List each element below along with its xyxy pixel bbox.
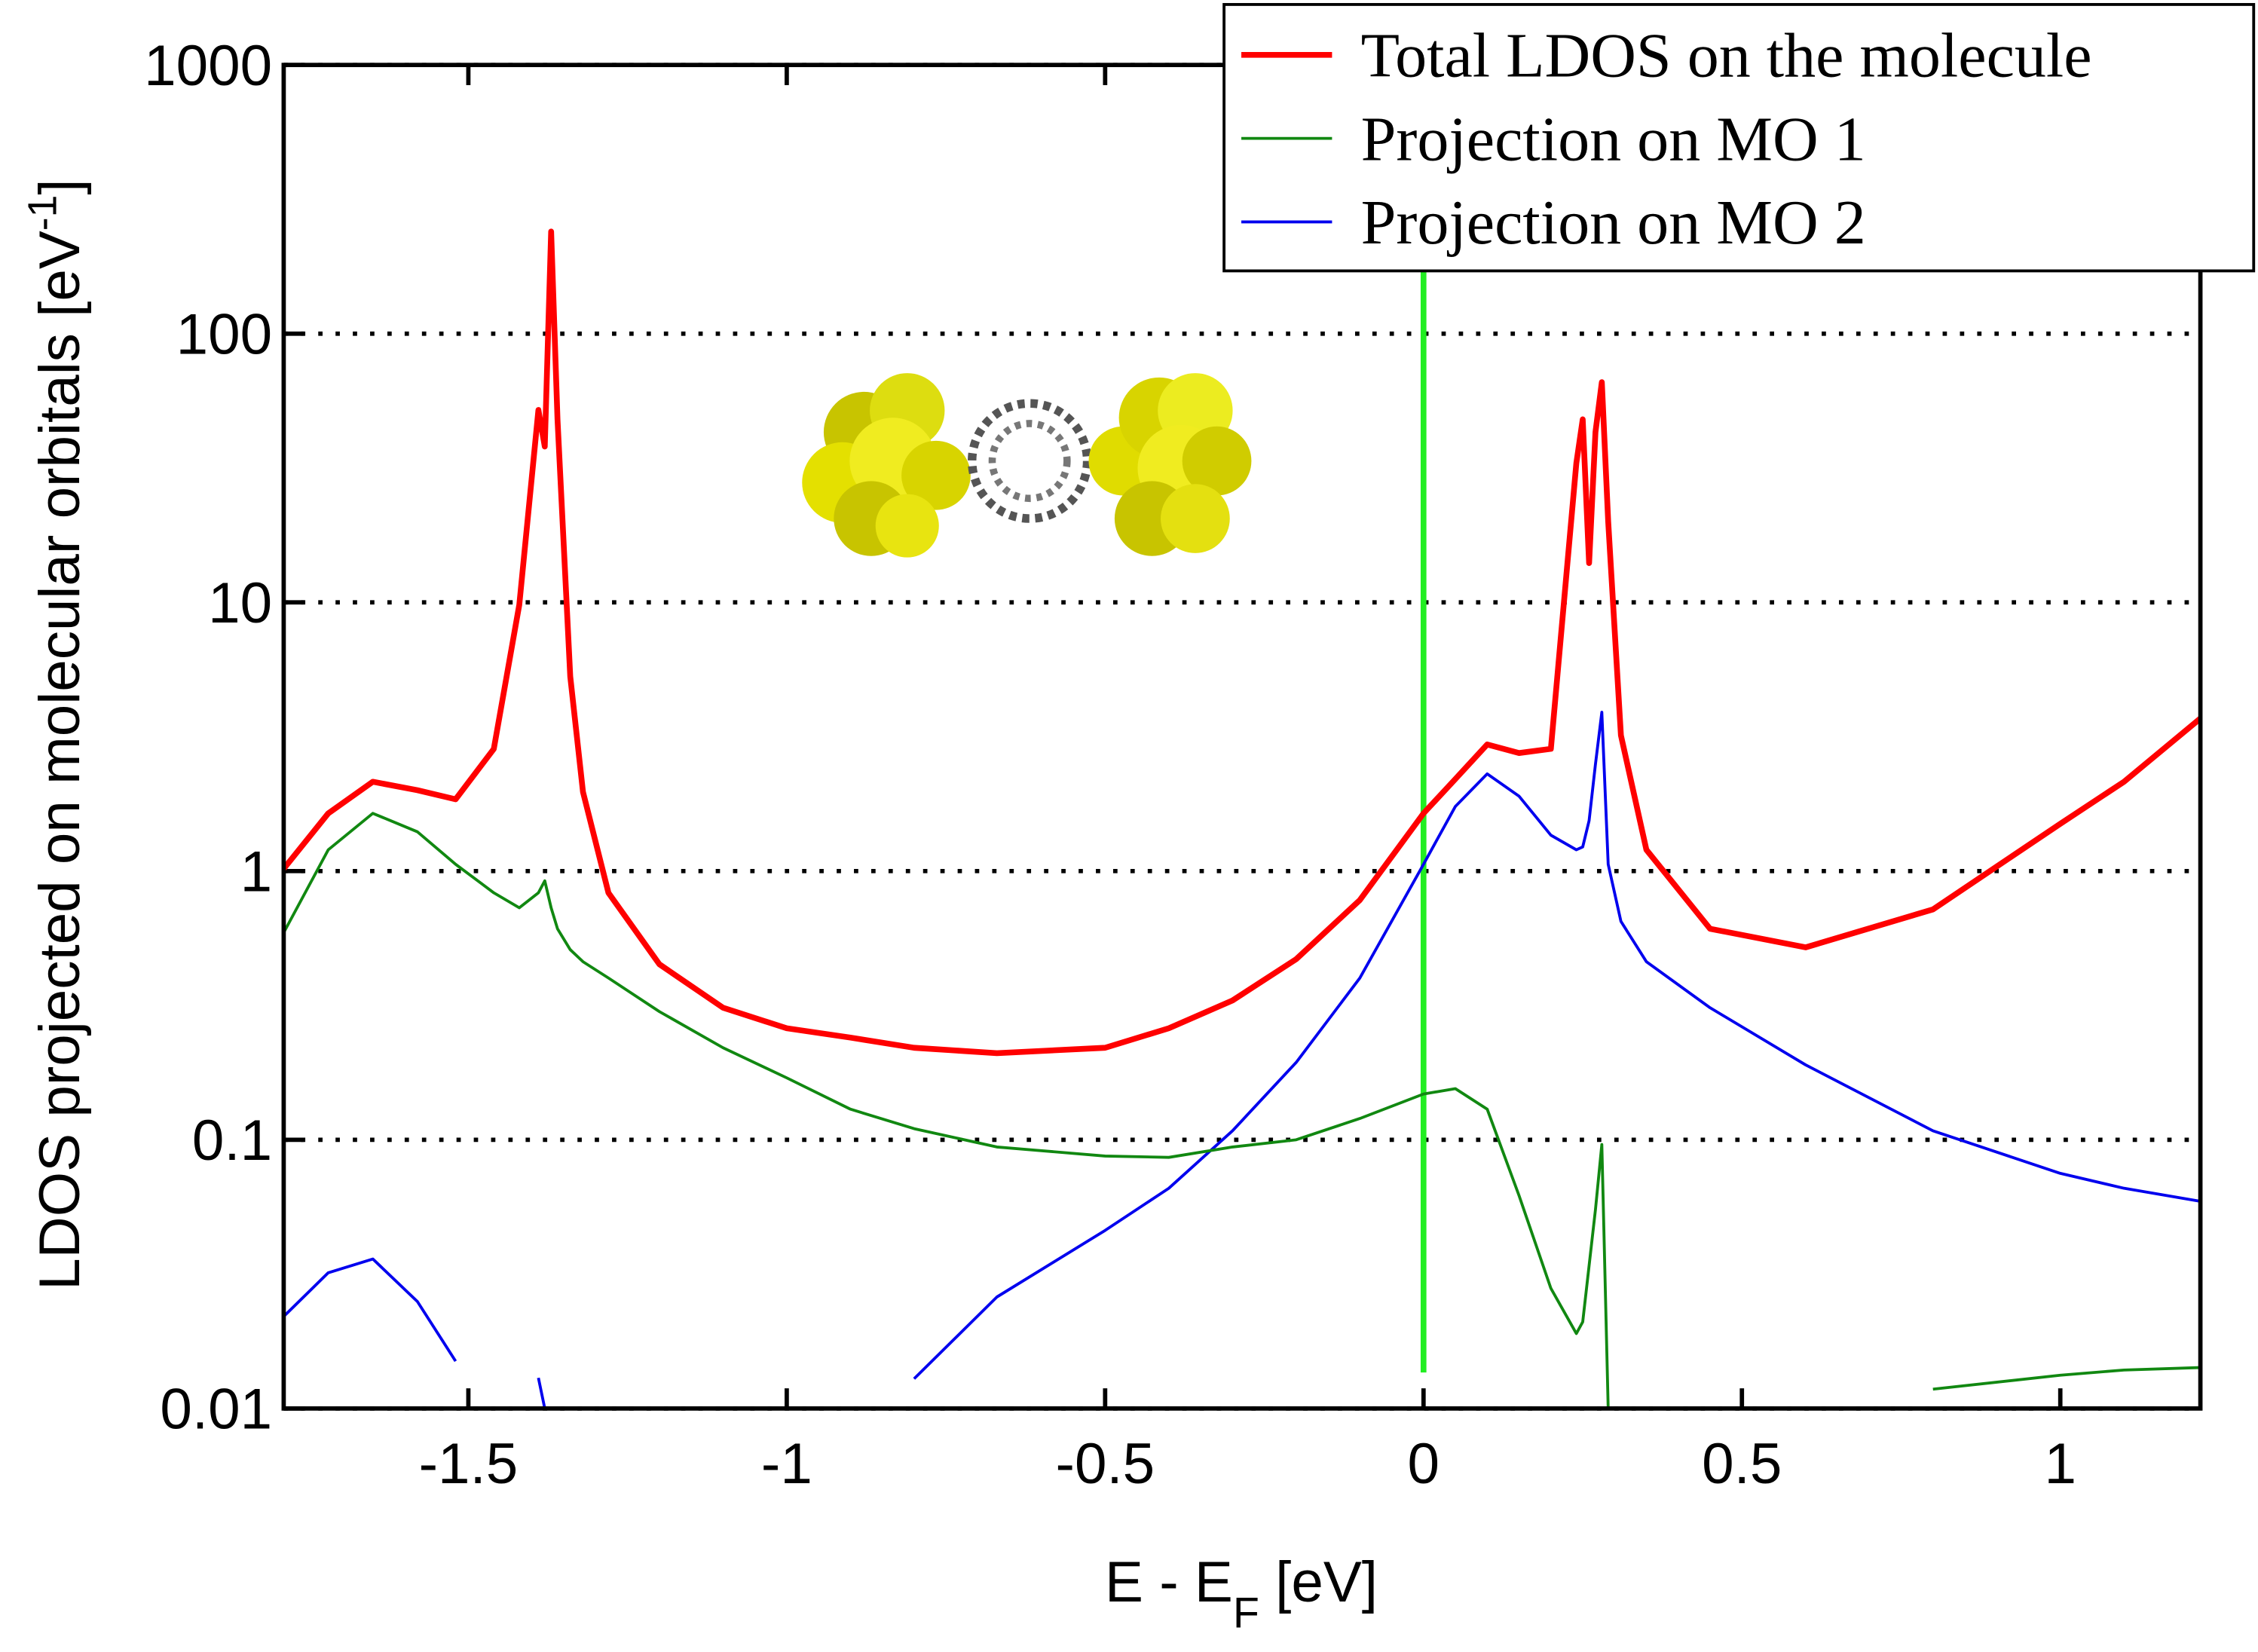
y-label-part: LDOS projected on molecular orbitals [eV	[28, 231, 92, 1290]
x-label-part: [eV]	[1259, 1550, 1378, 1614]
x-axis-label: E - EF [eV]	[1105, 1550, 1378, 1637]
legend-label: Projection on MO 2	[1361, 188, 1866, 258]
y-label-part: ]	[28, 179, 92, 194]
x-label-part: E - E	[1105, 1550, 1233, 1614]
series-line	[283, 711, 2201, 1409]
y-tick-label: 0.1	[192, 1109, 272, 1173]
x-tick-label: 0	[1408, 1432, 1440, 1496]
series-line	[283, 228, 2201, 1057]
x-label-sub: F	[1233, 1589, 1259, 1637]
x-tick-label: -1.5	[419, 1432, 519, 1496]
legend-label: Total LDOS on the molecule	[1361, 20, 2092, 90]
y-tick-label: 1	[240, 840, 273, 904]
y-tick-label: 1000	[144, 34, 272, 98]
y-tick-label: 10	[208, 571, 272, 635]
x-tick-label: -0.5	[1056, 1432, 1155, 1496]
x-tick-label: -1	[761, 1432, 812, 1496]
y-tick-label: 100	[176, 302, 272, 366]
x-tick-label: 1	[2044, 1432, 2076, 1496]
plot-lines	[283, 65, 2201, 1409]
legend-label: Projection on MO 1	[1361, 104, 1866, 174]
x-tick-label: 0.5	[1702, 1432, 1782, 1496]
series-line	[283, 812, 2201, 1409]
molecule-image	[802, 373, 1252, 558]
y-label-sup: -1	[21, 195, 66, 231]
legend-box	[1222, 3, 2256, 273]
y-tick-label: 0.01	[160, 1378, 272, 1442]
y-axis-label: LDOS projected on molecular orbitals [eV…	[21, 179, 93, 1290]
